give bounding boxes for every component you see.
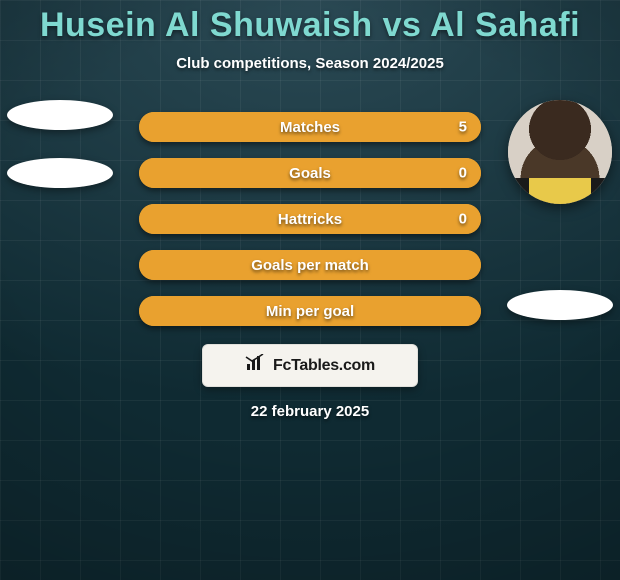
stat-label: Matches [280, 119, 340, 136]
stat-bar: Matches 5 [139, 112, 481, 142]
infographic: Husein Al Shuwaish vs Al Sahafi Club com… [0, 0, 620, 580]
stat-value-right: 0 [459, 211, 467, 228]
player-left-name-placeholder [7, 158, 113, 188]
date: 22 february 2025 [0, 403, 620, 420]
subtitle: Club competitions, Season 2024/2025 [0, 55, 620, 72]
stat-bar: Min per goal [139, 296, 481, 326]
stat-bar: Hattricks 0 [139, 204, 481, 234]
player-left-column [0, 100, 120, 188]
player-right-avatar [508, 100, 612, 204]
stat-value-right: 5 [459, 119, 467, 136]
stat-label: Hattricks [278, 211, 342, 228]
stat-bar: Goals 0 [139, 158, 481, 188]
comparison-arena: Matches 5 Goals 0 Hattricks 0 Goals per match M… [0, 112, 620, 326]
player-left-avatar-placeholder [7, 100, 113, 130]
watermark-text: FcTables.com [273, 357, 375, 375]
stat-bars: Matches 5 Goals 0 Hattricks 0 Goals per match M… [139, 112, 481, 326]
stat-bar: Goals per match [139, 250, 481, 280]
page-title: Husein Al Shuwaish vs Al Sahafi [0, 0, 620, 45]
stat-label: Goals per match [251, 257, 369, 274]
watermark: FcTables.com [202, 344, 418, 387]
bar-chart-icon [245, 354, 267, 377]
stat-label: Min per goal [266, 303, 354, 320]
player-right-name-placeholder [507, 290, 613, 320]
player-right-column [500, 100, 620, 320]
stat-value-right: 0 [459, 165, 467, 182]
stat-label: Goals [289, 165, 331, 182]
